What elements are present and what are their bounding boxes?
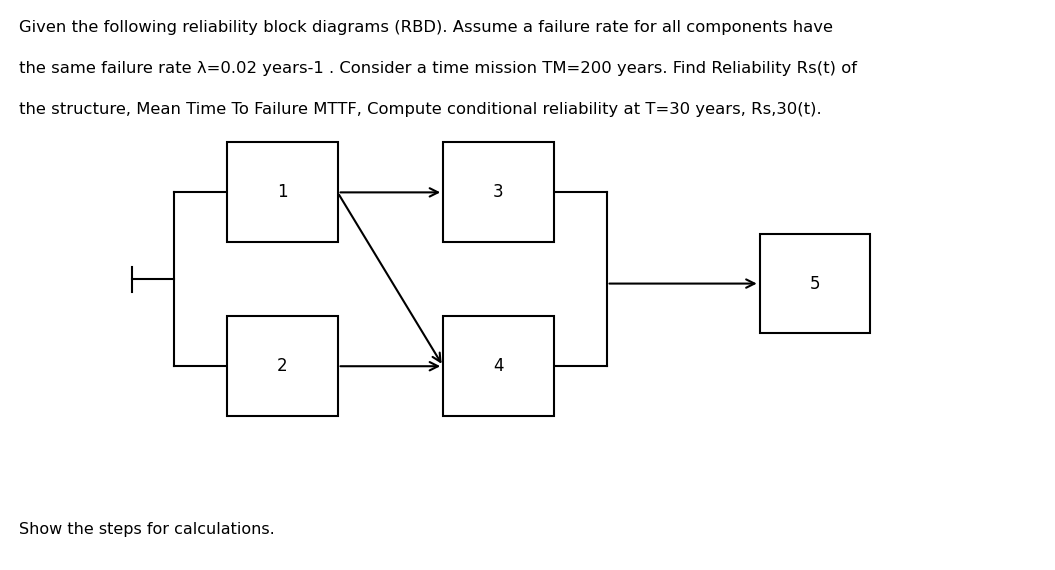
Bar xyxy=(227,316,338,416)
Text: Given the following reliability block diagrams (RBD). Assume a failure rate for : Given the following reliability block di… xyxy=(19,20,833,35)
Bar xyxy=(227,142,338,242)
Bar xyxy=(760,234,870,333)
Text: the same failure rate λ=0.02 years-1 . Consider a time mission TM=200 years. Fin: the same failure rate λ=0.02 years-1 . C… xyxy=(19,61,857,76)
Bar xyxy=(443,316,554,416)
Text: Show the steps for calculations.: Show the steps for calculations. xyxy=(19,522,274,536)
Bar xyxy=(443,142,554,242)
Text: 3: 3 xyxy=(493,184,504,201)
Text: 1: 1 xyxy=(276,184,288,201)
Text: the structure, Mean Time To Failure MTTF, Compute conditional reliability at T=3: the structure, Mean Time To Failure MTTF… xyxy=(19,102,822,117)
Text: 2: 2 xyxy=(276,357,288,375)
Text: 4: 4 xyxy=(494,357,503,375)
Text: 5: 5 xyxy=(810,275,820,292)
